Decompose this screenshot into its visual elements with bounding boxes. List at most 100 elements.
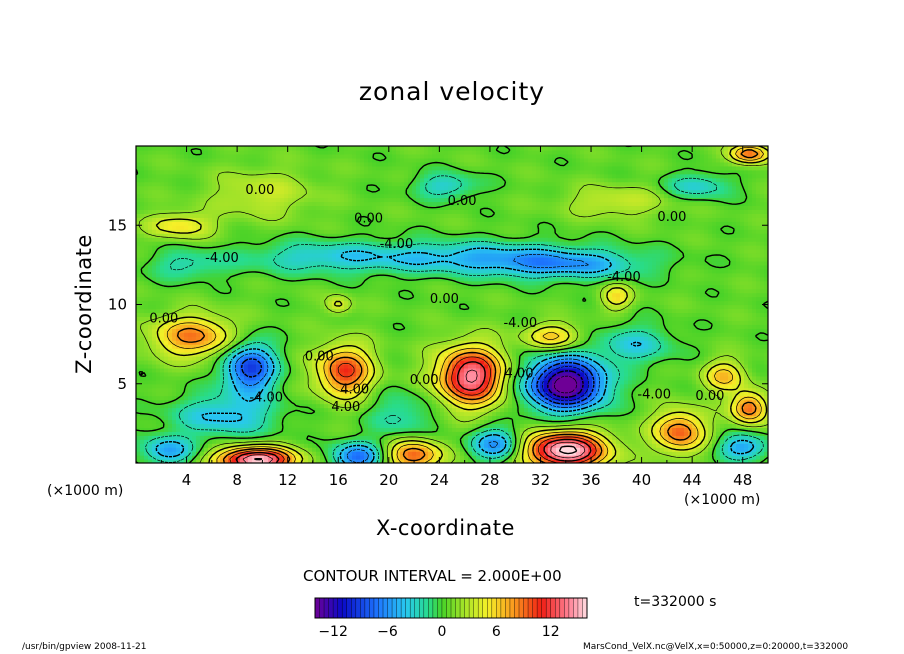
heatmap-cell — [736, 375, 741, 381]
heatmap-cell — [376, 403, 381, 409]
heatmap-cell — [196, 383, 201, 389]
heatmap-cell — [304, 383, 309, 389]
heatmap-cell — [688, 363, 693, 369]
heatmap-cell — [340, 419, 345, 424]
heatmap-cell — [468, 419, 473, 424]
heatmap-cell — [652, 348, 657, 353]
heatmap-cell — [248, 439, 253, 444]
heatmap-cell — [156, 340, 161, 345]
heatmap-cell — [176, 340, 181, 345]
heatmap-cell — [500, 367, 505, 373]
heatmap-cell — [196, 387, 201, 393]
heatmap-cell — [260, 443, 265, 448]
heatmap-cell — [460, 379, 465, 385]
heatmap-cell — [148, 336, 153, 341]
heatmap-cell — [248, 431, 253, 436]
heatmap-cell — [636, 379, 641, 385]
heatmap-cell — [480, 383, 485, 389]
heatmap-cell — [384, 427, 389, 432]
heatmap-cell — [672, 427, 677, 432]
heatmap-cell — [252, 427, 257, 432]
heatmap-cell — [696, 367, 701, 373]
heatmap-cell — [656, 340, 661, 345]
heatmap-cell — [440, 443, 445, 448]
heatmap-cell — [580, 447, 585, 452]
heatmap-cell — [392, 371, 397, 377]
heatmap-cell — [612, 407, 617, 413]
heatmap-cell — [372, 399, 377, 405]
heatmap-cell — [240, 427, 245, 432]
heatmap-cell — [296, 395, 301, 401]
heatmap-cell — [324, 403, 329, 409]
heatmap-cell — [376, 431, 381, 436]
heatmap-cell — [296, 344, 301, 349]
heatmap-cell — [332, 383, 337, 389]
heatmap-cell — [280, 375, 285, 381]
heatmap-cell — [176, 447, 181, 452]
heatmap-cell — [508, 363, 513, 369]
heatmap-cell — [688, 379, 693, 385]
heatmap-cell — [468, 383, 473, 389]
heatmap-cell — [284, 336, 289, 341]
heatmap-cell — [248, 336, 253, 341]
heatmap-cell — [508, 443, 513, 448]
heatmap-cell — [764, 340, 768, 345]
heatmap-cell — [572, 451, 577, 456]
heatmap-cell — [624, 451, 629, 456]
heatmap-cell — [276, 387, 281, 393]
heatmap-cell — [764, 395, 768, 401]
heatmap-cell — [624, 455, 629, 460]
heatmap-cell — [188, 375, 193, 381]
heatmap-cell — [196, 363, 201, 369]
heatmap-cell — [364, 419, 369, 424]
heatmap-cell — [264, 387, 269, 393]
heatmap-cell — [668, 356, 673, 361]
heatmap-cell — [148, 423, 153, 428]
heatmap-cell — [332, 340, 337, 345]
heatmap-cell — [268, 336, 273, 341]
heatmap-cell — [656, 371, 661, 377]
heatmap-cell — [136, 415, 141, 421]
heatmap-cell — [736, 363, 741, 369]
heatmap-cell — [276, 411, 281, 417]
heatmap-cell — [564, 356, 569, 361]
heatmap-cell — [600, 407, 605, 413]
heatmap-cell — [400, 367, 405, 373]
heatmap-cell — [500, 459, 505, 463]
heatmap-cell — [652, 455, 657, 460]
heatmap-cell — [496, 439, 501, 444]
heatmap-cell — [508, 455, 513, 460]
heatmap-cell — [400, 352, 405, 357]
heatmap-cell — [312, 399, 317, 405]
heatmap-cell — [144, 439, 149, 444]
heatmap-cell — [748, 451, 753, 456]
heatmap-cell — [368, 395, 373, 401]
heatmap-cell — [732, 451, 737, 456]
heatmap-cell — [256, 352, 261, 357]
heatmap-cell — [420, 403, 425, 409]
heatmap-cell — [580, 356, 585, 361]
heatmap-cell — [352, 359, 357, 365]
heatmap-cell — [368, 459, 373, 463]
heatmap-cell — [224, 395, 229, 401]
heatmap-cell — [512, 451, 517, 456]
heatmap-cell — [472, 375, 477, 381]
heatmap-cell — [152, 344, 157, 349]
heatmap-cell — [712, 427, 717, 432]
heatmap-cell — [708, 427, 713, 432]
heatmap-cell — [216, 451, 221, 456]
heatmap-cell — [284, 415, 289, 421]
heatmap-cell — [196, 439, 201, 444]
heatmap-cell — [420, 375, 425, 381]
heatmap-cell — [688, 344, 693, 349]
heatmap-cell — [304, 439, 309, 444]
heatmap-cell — [472, 391, 477, 397]
heatmap-cell — [272, 435, 277, 440]
heatmap-cell — [264, 395, 269, 401]
heatmap-cell — [656, 375, 661, 381]
heatmap-cell — [636, 407, 641, 413]
heatmap-cell — [348, 336, 353, 341]
heatmap-cell — [308, 439, 313, 444]
heatmap-cell — [648, 395, 653, 401]
heatmap-cell — [652, 423, 657, 428]
